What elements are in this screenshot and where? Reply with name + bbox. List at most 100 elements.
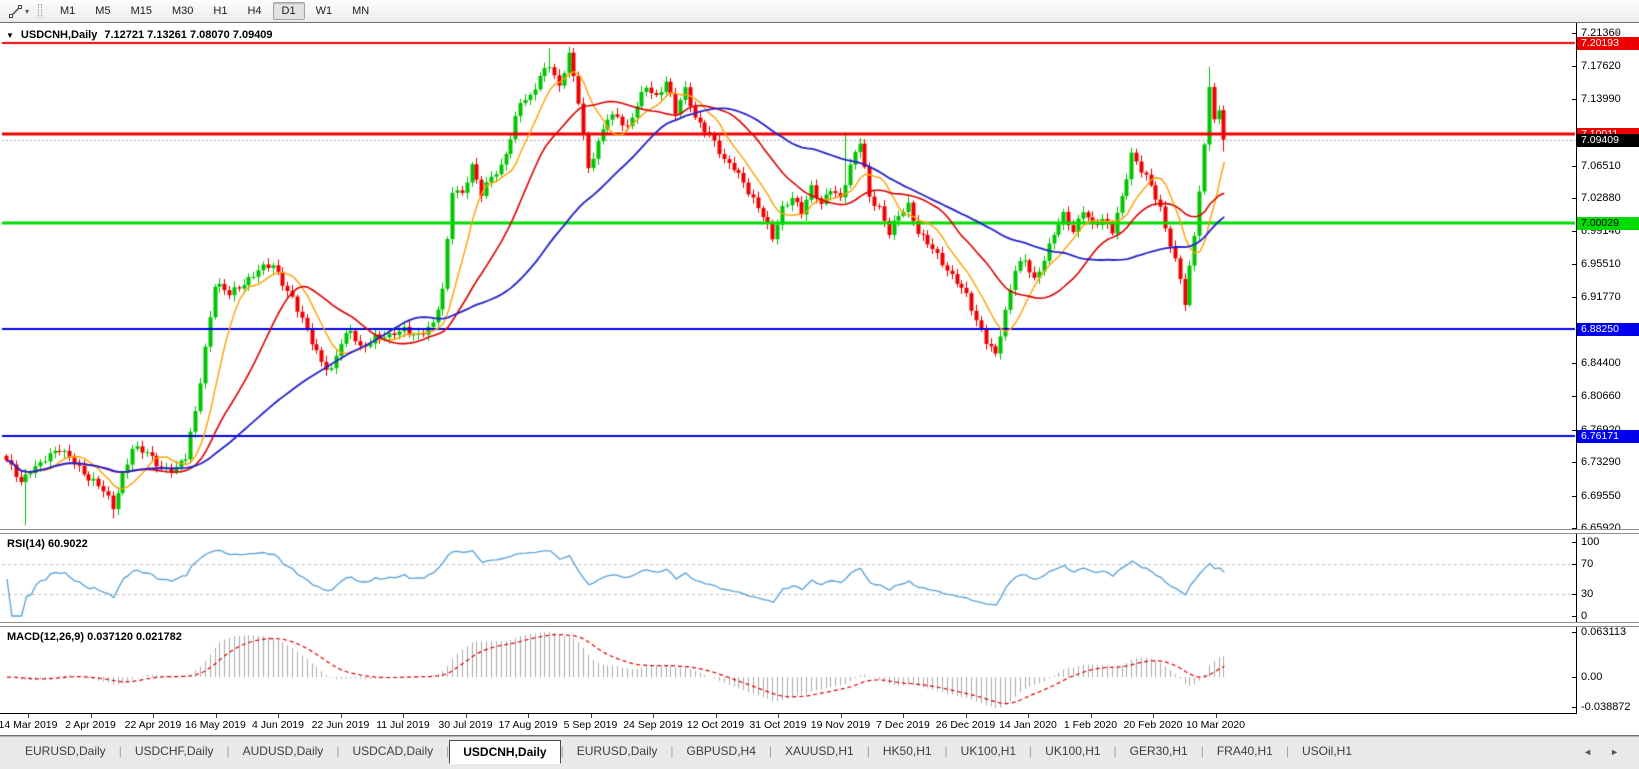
time-axis-label: 12 Oct 2019 bbox=[686, 719, 745, 731]
time-axis-label: 17 Aug 2019 bbox=[498, 719, 558, 731]
timeframe-button-m15[interactable]: M15 bbox=[130, 5, 152, 17]
time-axis-tick bbox=[965, 714, 967, 718]
price-axis-tick bbox=[1572, 165, 1576, 167]
chart-canvas[interactable] bbox=[0, 23, 1639, 735]
rsi-axis-label: 0 bbox=[1581, 610, 1588, 622]
tab-separator: | bbox=[118, 744, 122, 758]
tab-separator: | bbox=[768, 744, 773, 758]
price-level-badge: 6.88250 bbox=[1577, 322, 1639, 336]
price-axis-label: 7.02880 bbox=[1581, 192, 1621, 204]
time-axis-label: 26 Dec 2019 bbox=[935, 719, 996, 731]
price-axis-tick bbox=[1572, 98, 1576, 100]
tab-separator: | bbox=[1029, 744, 1033, 758]
chart-scroll-up-icon[interactable]: ▲ bbox=[1612, 26, 1621, 36]
timeframe-button-mn[interactable]: MN bbox=[352, 5, 370, 17]
chart-tab-audusd-daily[interactable]: AUDUSD,Daily bbox=[242, 744, 324, 758]
price-axis-label: 6.84400 bbox=[1581, 357, 1621, 369]
time-axis-label: 14 Jan 2020 bbox=[999, 719, 1057, 731]
timeframe-button-m30[interactable]: M30 bbox=[171, 5, 194, 17]
time-axis-tick bbox=[1153, 714, 1154, 718]
tab-scroll-left-icon[interactable]: ◄ bbox=[1583, 747, 1593, 757]
time-axis-label: 22 Apr 2019 bbox=[124, 719, 182, 731]
rsi-axis-label: 30 bbox=[1581, 587, 1594, 600]
current-price-badge: 7.09409 bbox=[1577, 133, 1639, 147]
time-axis-label: 19 Nov 2019 bbox=[810, 719, 871, 731]
chart-tab-uk100-h1[interactable]: UK100,H1 bbox=[1045, 744, 1101, 758]
tab-separator: | bbox=[1285, 744, 1289, 758]
tab-separator: | bbox=[1113, 744, 1117, 758]
tab-separator: | bbox=[336, 744, 340, 758]
price-axis-tick bbox=[1572, 396, 1576, 398]
toolbar-dropdown-icon[interactable]: ▾ bbox=[25, 6, 30, 16]
chart-tab-bar: EURUSD,Daily | USDCHF,Daily | AUDUSD,Daily | U… bbox=[0, 736, 1639, 769]
chart-tab-usdcad-daily[interactable]: USDCAD,Daily bbox=[352, 744, 434, 758]
time-axis-tick bbox=[465, 714, 467, 718]
time-axis-label: 10 Mar 2020 bbox=[1186, 719, 1245, 731]
macd-indicator-label: MACD(12,26,9) 0.037120 0.021782 bbox=[7, 631, 182, 643]
tab-separator: | bbox=[446, 744, 450, 758]
price-axis-tick bbox=[1572, 66, 1576, 68]
price-level-badge: 7.20193 bbox=[1577, 37, 1639, 51]
time-axis-tick bbox=[590, 714, 592, 718]
chart-tab-ger30-h1[interactable]: GER30,H1 bbox=[1129, 744, 1188, 758]
price-axis-line bbox=[1576, 23, 1577, 714]
tab-separator: | bbox=[226, 744, 230, 758]
time-axis-tick bbox=[278, 714, 279, 718]
line-tools-button[interactable]: ▾ bbox=[5, 2, 32, 20]
macd-axis-tick bbox=[1572, 632, 1576, 633]
timeframe-button-h1[interactable]: H1 bbox=[213, 5, 228, 17]
price-axis-tick bbox=[1572, 495, 1576, 497]
macd-axis-label: -0.038872 bbox=[1581, 700, 1631, 713]
chart-title-dropdown-icon[interactable]: ▼ bbox=[6, 30, 14, 40]
price-axis-tick bbox=[1572, 363, 1576, 364]
time-axis-label: 11 Jul 2019 bbox=[376, 719, 430, 731]
time-axis-label: 2 Apr 2019 bbox=[65, 719, 116, 731]
pane-splitter-macd[interactable] bbox=[0, 622, 1639, 627]
timeframe-button-m5[interactable]: M5 bbox=[95, 5, 111, 17]
price-axis-label: 6.95510 bbox=[1581, 257, 1621, 270]
time-axis-tick bbox=[215, 714, 217, 718]
chart-tab-gbpusd-h4[interactable]: GBPUSD,H4 bbox=[686, 744, 756, 758]
time-axis-tick bbox=[340, 714, 342, 718]
time-axis-tick bbox=[403, 714, 404, 718]
price-axis-label: 7.17620 bbox=[1581, 60, 1621, 73]
rsi-axis-tick bbox=[1572, 542, 1576, 543]
chart-tab-eurusd-daily[interactable]: EURUSD,Daily bbox=[576, 744, 658, 758]
price-level-badge: 6.76171 bbox=[1577, 430, 1639, 444]
rsi-axis-tick bbox=[1572, 564, 1576, 566]
chart-tab-usdcnh-daily[interactable]: USDCNH,Daily bbox=[449, 740, 561, 764]
chart-tab-fra40-h1[interactable]: FRA40,H1 bbox=[1216, 744, 1273, 758]
timeframe-button-m1[interactable]: M1 bbox=[60, 5, 76, 17]
tab-scroll-right-icon[interactable]: ► bbox=[1610, 747, 1619, 757]
price-axis-tick bbox=[1572, 462, 1576, 464]
rsi-indicator-label: RSI(14) 60.9022 bbox=[7, 538, 88, 550]
price-axis-tick bbox=[1572, 429, 1576, 431]
timeframe-button-d1[interactable]: D1 bbox=[272, 2, 305, 20]
chart-tab-usdchf-daily[interactable]: USDCHF,Daily bbox=[134, 744, 214, 758]
time-axis-tick bbox=[903, 714, 904, 718]
chart-tab-xauusd-h1[interactable]: XAUUSD,H1 bbox=[785, 744, 854, 758]
tab-separator: | bbox=[866, 744, 870, 758]
timeframe-button-w1[interactable]: W1 bbox=[315, 5, 333, 17]
chart-tab-eurusd-daily[interactable]: EURUSD,Daily bbox=[25, 744, 106, 758]
price-axis-label: 7.13990 bbox=[1581, 92, 1621, 105]
chart-tab-hk50-h1[interactable]: HK50,H1 bbox=[882, 744, 932, 758]
tab-scroll-arrows: ◄ ► bbox=[1583, 740, 1639, 757]
price-axis-label: 6.80660 bbox=[1581, 390, 1621, 403]
time-axis-tick bbox=[653, 714, 654, 718]
price-axis-tick bbox=[1572, 297, 1576, 299]
time-axis-tick bbox=[715, 714, 717, 718]
chart-tab-uk100-h1[interactable]: UK100,H1 bbox=[960, 744, 1017, 758]
toolbar-grip-handle[interactable] bbox=[38, 4, 43, 18]
pane-splitter-rsi[interactable] bbox=[0, 529, 1639, 534]
chart-tab-usoil-h1[interactable]: USOil,H1 bbox=[1301, 744, 1352, 758]
timeframe-button-h4[interactable]: H4 bbox=[247, 5, 262, 17]
time-axis-tick bbox=[528, 714, 529, 718]
price-level-badge: 7.00029 bbox=[1577, 217, 1639, 231]
time-axis-label: 14 Mar 2019 bbox=[0, 719, 58, 731]
time-axis-label: 20 Feb 2020 bbox=[1123, 719, 1183, 731]
tab-separator: | bbox=[560, 744, 564, 758]
time-axis-label: 4 Jun 2019 bbox=[252, 719, 304, 731]
chart-ohlc-values: 7.12721 7.13261 7.08070 7.09409 bbox=[104, 29, 273, 41]
